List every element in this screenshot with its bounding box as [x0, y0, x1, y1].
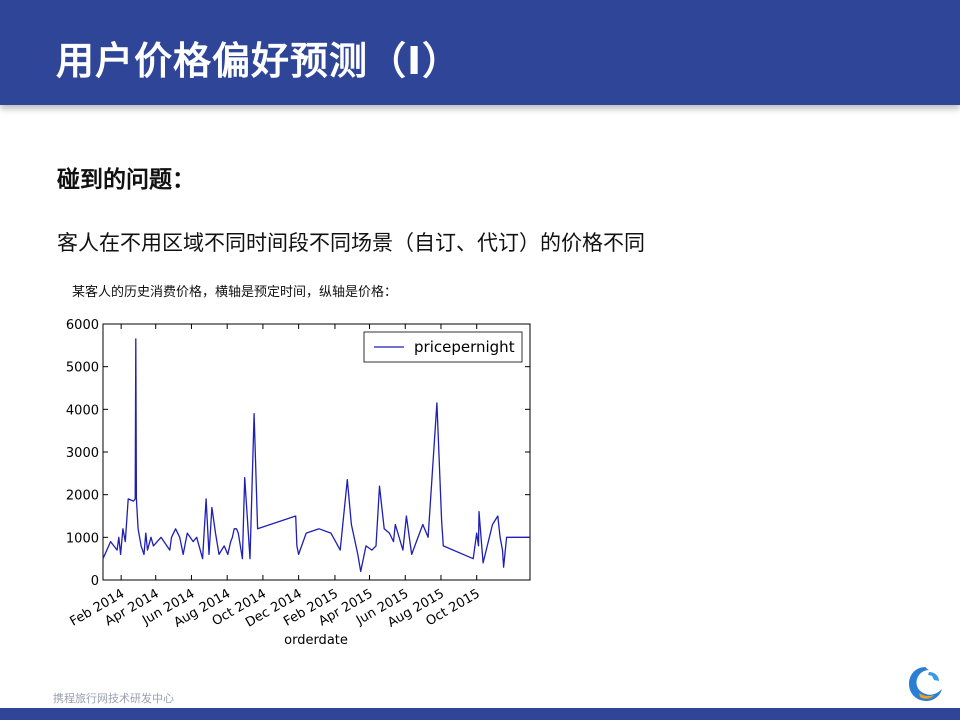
y-axis: 0 1000 2000 3000 4000 5000 6000: [66, 318, 530, 589]
legend-label: pricepernight: [414, 338, 515, 356]
y-tick-label: 0: [91, 574, 99, 589]
footer-text: 携程旅行网技术研发中心: [53, 692, 174, 705]
y-tick-label: 1000: [66, 531, 99, 546]
chart-caption: 某客人的历史消费价格，横轴是预定时间，纵轴是价格：: [72, 285, 398, 300]
x-axis-label: orderdate: [284, 633, 348, 648]
y-tick-label: 5000: [66, 361, 99, 376]
problem-heading: 碰到的问题：: [57, 167, 195, 193]
problem-description: 客人在不用区域不同时间段不同场景（自订、代订）的价格不同: [57, 231, 645, 255]
plot-area: [102, 323, 531, 581]
header-bar: 用户价格偏好预测（Ⅰ）: [0, 0, 960, 105]
y-tick-label: 2000: [66, 489, 99, 504]
y-tick-label: 6000: [66, 318, 99, 333]
series-line-pricepernight: [102, 338, 530, 573]
y-tick-label: 4000: [66, 403, 99, 418]
dolphin-logo-icon: [909, 667, 942, 701]
slide-title: 用户价格偏好预测（Ⅰ）: [56, 39, 462, 83]
y-tick-label: 3000: [66, 446, 99, 461]
legend: pricepernight: [363, 331, 523, 363]
footer-bar: [0, 708, 960, 720]
